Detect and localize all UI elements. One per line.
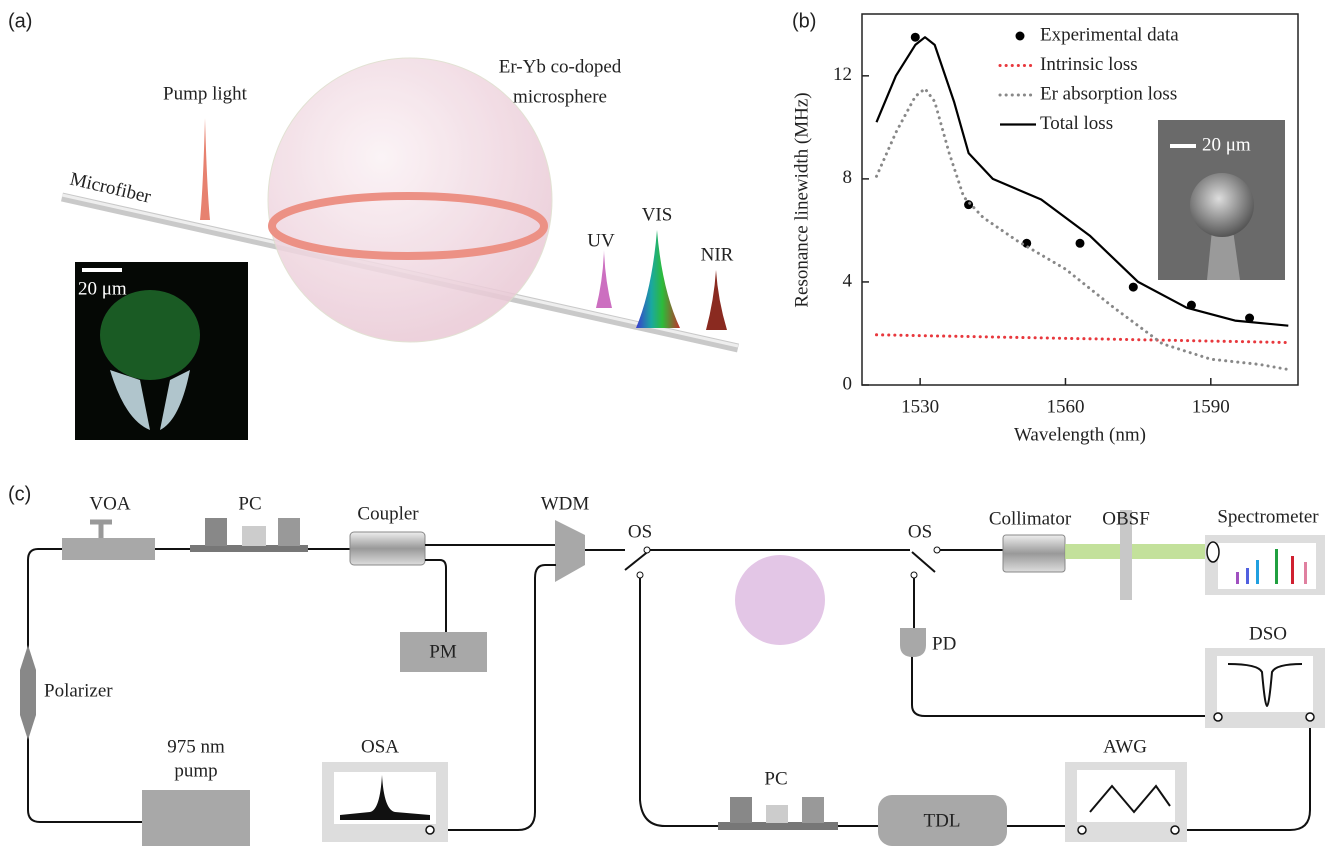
label: Collimator [989, 508, 1072, 529]
beam [1065, 544, 1207, 559]
panel-label: (a) [8, 10, 32, 32]
x-tick-label: 1590 [1192, 396, 1230, 417]
voa [62, 538, 155, 560]
label: WDM [541, 493, 590, 514]
spectral-lines-part [1304, 562, 1307, 584]
label: 975 nm [167, 736, 225, 757]
y-tick-label: 8 [843, 167, 853, 188]
port [426, 826, 434, 834]
microsphere [735, 555, 825, 645]
fiber [435, 565, 556, 830]
label: Spectrometer [1217, 506, 1319, 527]
label: PD [932, 633, 956, 654]
legend-label: Total loss [1040, 113, 1113, 134]
label: PC [238, 493, 261, 514]
pump-laser [142, 790, 250, 846]
vis-label: VIS [642, 204, 673, 225]
x-axis-label: Wavelength (nm) [1014, 424, 1146, 445]
label: OBSF [1102, 508, 1150, 529]
polarizer [20, 645, 36, 740]
pd [900, 628, 926, 657]
label: pump [174, 760, 217, 781]
panel-a: (a) Pump light Er-Yb co-doped microspher… [8, 10, 738, 440]
input-lens [1207, 542, 1219, 562]
data-point [964, 200, 973, 209]
label: TDL [924, 810, 961, 831]
label: Coupler [357, 503, 419, 524]
sphere-label: Er-Yb co-doped [499, 56, 622, 77]
port [1214, 713, 1222, 721]
switch-port [934, 547, 940, 553]
switch-port [911, 572, 917, 578]
spectrometer-screen [1218, 543, 1316, 589]
pc-paddle [278, 518, 300, 546]
spectral-lines-part [1256, 560, 1259, 584]
panel-label: (c) [8, 483, 31, 505]
figure: (a) Pump light Er-Yb co-doped microspher… [0, 0, 1336, 846]
legend-label: Er absorption loss [1040, 83, 1177, 104]
label: Polarizer [44, 680, 113, 701]
switch-port [644, 547, 650, 553]
port [1171, 826, 1179, 834]
label: AWG [1103, 736, 1147, 757]
y-tick-label: 12 [833, 64, 852, 85]
legend-symbol [1016, 32, 1025, 41]
pc-paddle [766, 805, 788, 823]
spectral-lines-part [1291, 556, 1294, 584]
label: VOA [89, 493, 130, 514]
voa-knob [90, 522, 112, 538]
pc-paddle [205, 518, 227, 546]
nir-peak [706, 270, 727, 330]
pump-pulse [200, 118, 210, 220]
uv-peak [596, 250, 612, 308]
port [1306, 713, 1314, 721]
sem-sphere [1190, 173, 1254, 237]
pc-paddle [242, 526, 266, 546]
pump-label: Pump light [163, 83, 248, 104]
y-tick-label: 4 [843, 270, 853, 291]
panel-label: (b) [792, 10, 816, 32]
data-point [1076, 239, 1085, 248]
data-point [1129, 283, 1138, 292]
label: PC [764, 768, 787, 789]
x-tick-label: 1530 [901, 396, 939, 417]
switch-port [637, 572, 643, 578]
label: DSO [1249, 623, 1287, 644]
legend-label: Intrinsic loss [1040, 54, 1138, 75]
spectral-lines-part [1236, 572, 1239, 584]
data-point [911, 33, 920, 42]
label: OS [628, 521, 652, 542]
legend-label: Experimental data [1040, 24, 1179, 45]
nir-label: NIR [701, 244, 734, 265]
spectral-lines-part [1275, 549, 1278, 584]
panel-c: (c) Polarizer VOA PC Coupler PM WDM OSA … [8, 483, 1325, 846]
pc-base [718, 822, 838, 830]
spectral-lines-part [1246, 568, 1249, 584]
scale-label: 20 μm [78, 278, 127, 299]
pc-paddle [730, 797, 752, 823]
y-tick-label: 0 [843, 373, 853, 394]
y-axis-label: Resonance linewidth (MHz) [791, 92, 812, 307]
wdm [555, 520, 585, 582]
collimator [1003, 535, 1065, 572]
label: PM [429, 641, 457, 662]
glow [100, 290, 200, 380]
uv-label: UV [587, 230, 615, 251]
panel-b: (b) Wavelength (nm) Resonance linewidth … [791, 10, 1298, 445]
scale-label: 20 μm [1202, 134, 1251, 155]
pc-paddle [802, 797, 824, 823]
coupler [350, 532, 425, 565]
pc-base [190, 545, 308, 552]
fiber [425, 545, 556, 632]
awg-screen [1077, 770, 1175, 822]
sphere-label: microsphere [513, 86, 607, 107]
series-line [877, 335, 1289, 343]
vis-peak [636, 230, 680, 328]
port [1078, 826, 1086, 834]
x-tick-label: 1560 [1046, 396, 1084, 417]
label: OSA [361, 736, 399, 757]
label: OS [908, 521, 932, 542]
